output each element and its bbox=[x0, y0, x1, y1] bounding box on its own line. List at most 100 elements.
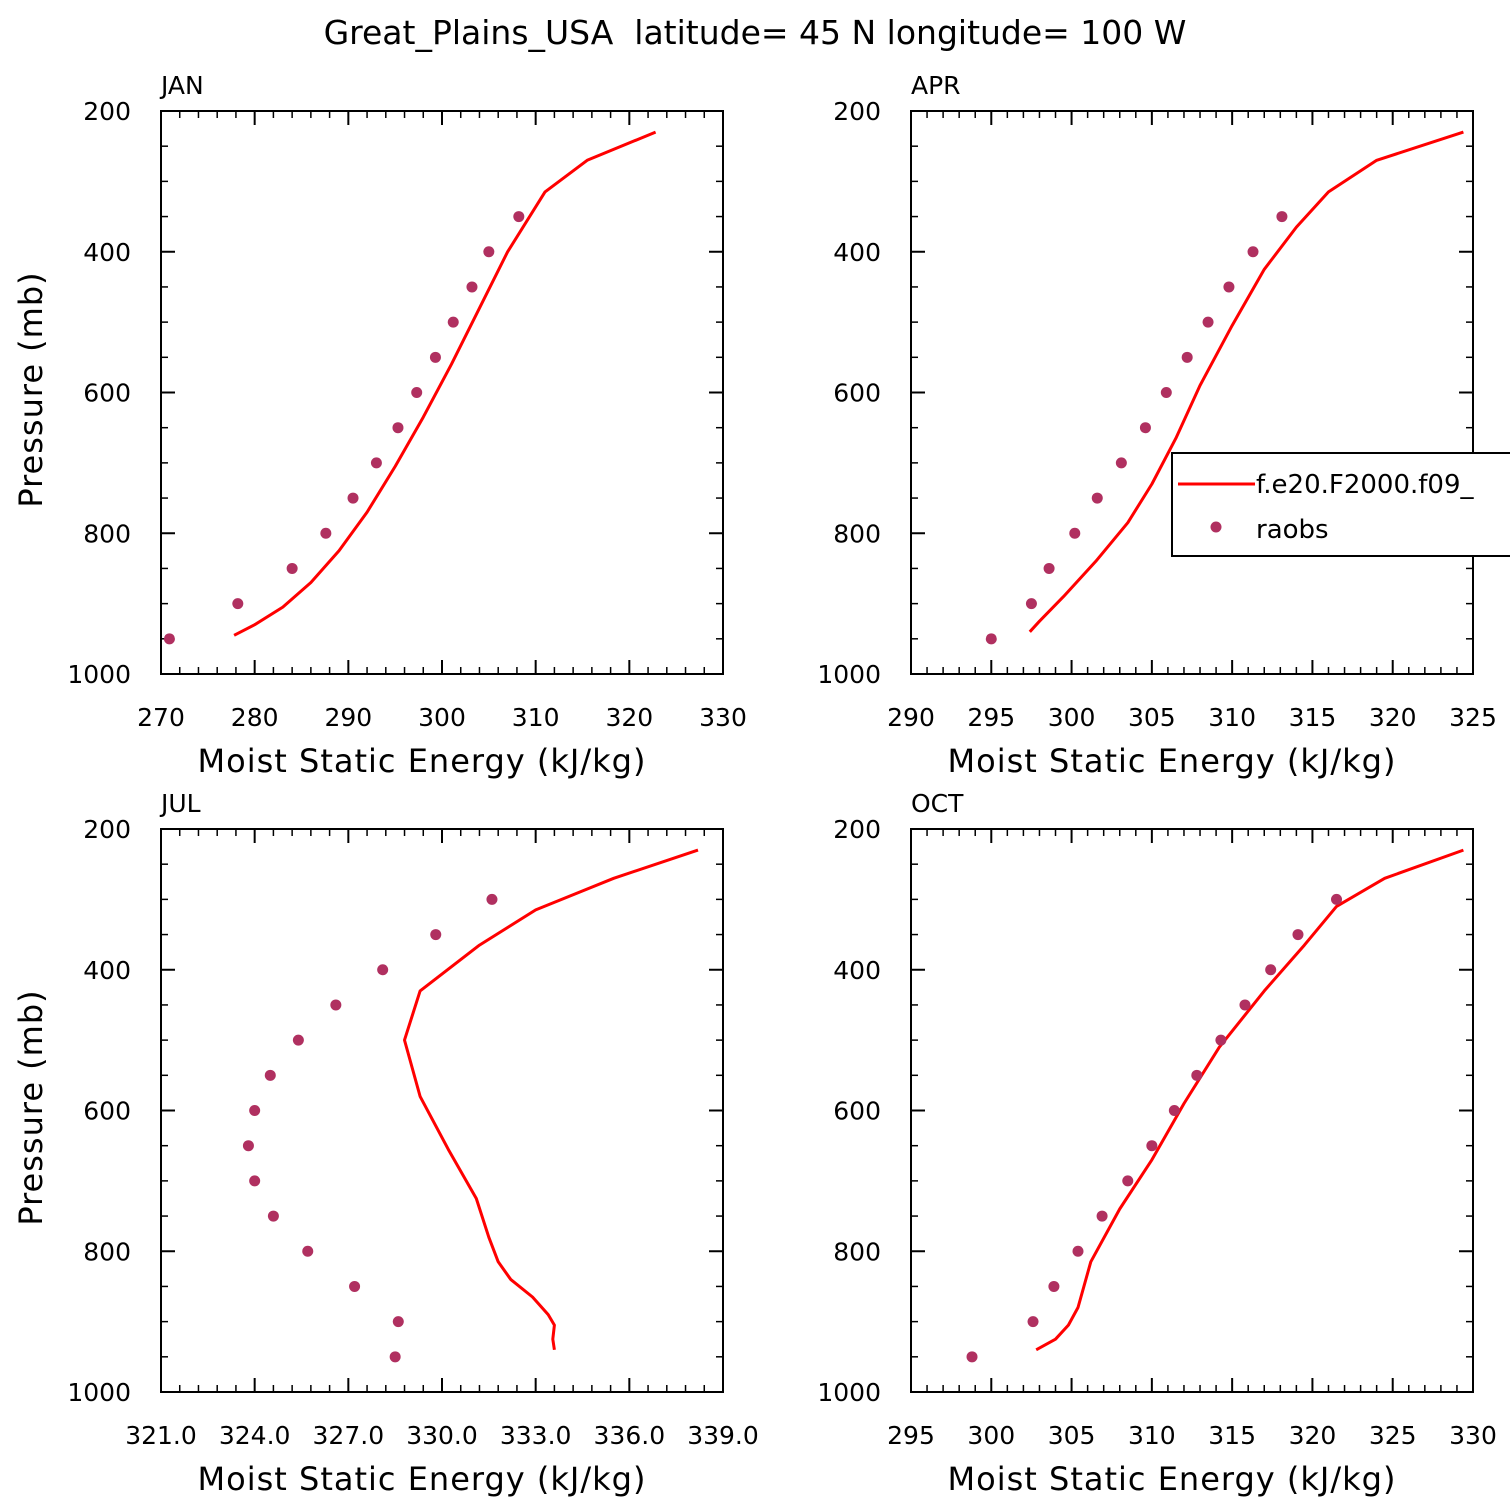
raobs-point bbox=[411, 387, 423, 398]
x-tick-label: 330 bbox=[699, 703, 747, 732]
raobs-point bbox=[430, 929, 442, 941]
legend-box bbox=[1171, 452, 1510, 557]
raobs-point bbox=[1215, 1034, 1227, 1046]
panel-label: JUL bbox=[159, 789, 201, 818]
x-tick-label: 305 bbox=[1048, 1421, 1096, 1450]
y-tick-label: 600 bbox=[83, 1097, 131, 1126]
raobs-point bbox=[347, 492, 359, 504]
raobs-point bbox=[302, 1245, 314, 1257]
raobs-point bbox=[1265, 964, 1277, 976]
y-tick-label: 1000 bbox=[67, 660, 131, 689]
panel-label: JAN bbox=[159, 71, 204, 100]
series-line-model bbox=[1035, 848, 1464, 1352]
x-tick-label: 300 bbox=[418, 703, 466, 732]
raobs-point bbox=[1202, 316, 1214, 328]
raobs-point bbox=[1181, 351, 1193, 363]
y-axis-label: Pressure (mb) bbox=[12, 989, 50, 1225]
series-line-model bbox=[233, 130, 657, 637]
panel-jul: 321.0 324.0 327.0 330.0 333.0 336.0 339.0 200 40… bbox=[12, 789, 759, 1498]
y-tick-label: 200 bbox=[833, 97, 881, 126]
x-tick-label: 315 bbox=[1289, 703, 1337, 732]
x-axis-label: Moist Static Energy (kJ/kg) bbox=[198, 742, 647, 780]
x-tick-label: 295 bbox=[967, 703, 1015, 732]
y-tick-label: 800 bbox=[83, 519, 131, 548]
y-tick-label: 800 bbox=[833, 519, 881, 548]
raobs-point bbox=[1168, 1105, 1180, 1116]
plot-frame bbox=[160, 110, 724, 675]
x-tick-label: 300 bbox=[967, 1421, 1015, 1450]
x-tick-label: 330.0 bbox=[406, 1421, 478, 1450]
raobs-point bbox=[483, 246, 495, 258]
panels: 270 280 290 300 310 320 330 200 400 600 800 1000 JAN… bbox=[12, 71, 1497, 1498]
y-tick-label: 800 bbox=[833, 1237, 881, 1266]
x-tick-label: 324.0 bbox=[219, 1421, 291, 1450]
raobs-point bbox=[249, 1175, 261, 1187]
x-tick-label: 321.0 bbox=[125, 1421, 197, 1450]
plot-frame bbox=[910, 828, 1474, 1393]
x-tick-label: 320 bbox=[1289, 1421, 1337, 1450]
raobs-point bbox=[264, 1069, 276, 1081]
raobs-point bbox=[1072, 1245, 1084, 1257]
x-tick-label: 310 bbox=[512, 703, 560, 732]
raobs-point bbox=[1025, 598, 1037, 610]
x-tick-label: 310 bbox=[1128, 1421, 1176, 1450]
y-tick-label: 600 bbox=[83, 379, 131, 408]
x-tick-label: 320 bbox=[605, 703, 653, 732]
x-tick-label: 339.0 bbox=[687, 1421, 759, 1450]
y-tick-label: 200 bbox=[83, 97, 131, 126]
raobs-point bbox=[1091, 492, 1103, 504]
raobs-point bbox=[1139, 422, 1151, 434]
raobs-point bbox=[267, 1210, 279, 1222]
raobs-point bbox=[1191, 1069, 1203, 1081]
series-line-model bbox=[1028, 130, 1464, 633]
raobs-point bbox=[320, 527, 332, 539]
x-axis-label: Moist Static Energy (kJ/kg) bbox=[948, 1460, 1397, 1498]
raobs-point bbox=[1069, 527, 1081, 539]
raobs-point bbox=[1115, 457, 1127, 469]
raobs-point bbox=[1096, 1210, 1108, 1222]
raobs-point bbox=[286, 562, 298, 574]
panel-jan: 270 280 290 300 310 320 330 200 400 600 800 1000 JAN… bbox=[12, 71, 747, 780]
x-tick-label: 280 bbox=[231, 703, 279, 732]
x-tick-label: 290 bbox=[324, 703, 372, 732]
x-tick-label: 305 bbox=[1128, 703, 1176, 732]
raobs-point bbox=[242, 1140, 254, 1152]
raobs-point bbox=[513, 211, 525, 223]
y-tick-label: 400 bbox=[83, 238, 131, 267]
raobs-point bbox=[1292, 929, 1304, 941]
x-tick-label: 325 bbox=[1449, 703, 1497, 732]
x-tick-label: 270 bbox=[137, 703, 185, 732]
raobs-point bbox=[377, 964, 389, 976]
x-tick-label: 333.0 bbox=[500, 1421, 572, 1450]
x-tick-label: 320 bbox=[1369, 703, 1417, 732]
raobs-point bbox=[292, 1034, 304, 1046]
y-tick-label: 400 bbox=[833, 956, 881, 985]
y-tick-label: 1000 bbox=[817, 1378, 881, 1407]
y-tick-label: 1000 bbox=[67, 1378, 131, 1407]
raobs-point bbox=[1122, 1175, 1134, 1187]
y-tick-label: 400 bbox=[833, 238, 881, 267]
raobs-point bbox=[392, 1316, 404, 1328]
raobs-point bbox=[1223, 281, 1235, 293]
x-tick-label: 336.0 bbox=[594, 1421, 666, 1450]
y-tick-label: 200 bbox=[833, 815, 881, 844]
x-tick-label: 325 bbox=[1369, 1421, 1417, 1450]
raobs-point bbox=[1276, 211, 1288, 223]
legend-label-raobs: raobs bbox=[1256, 515, 1329, 545]
raobs-point bbox=[466, 281, 478, 293]
y-tick-label: 400 bbox=[83, 956, 131, 985]
panel-label: OCT bbox=[911, 789, 964, 818]
y-tick-label: 200 bbox=[83, 815, 131, 844]
raobs-point bbox=[330, 999, 342, 1011]
raobs-point bbox=[249, 1105, 261, 1116]
y-axis-label: Pressure (mb) bbox=[12, 271, 50, 507]
legend-marker-swatch bbox=[1210, 521, 1222, 533]
raobs-point bbox=[1043, 562, 1055, 574]
plot-frame bbox=[910, 110, 1474, 675]
raobs-point bbox=[985, 633, 997, 645]
panel-label: APR bbox=[911, 71, 961, 100]
x-tick-label: 327.0 bbox=[313, 1421, 385, 1450]
raobs-point bbox=[1027, 1316, 1039, 1328]
x-axis-label: Moist Static Energy (kJ/kg) bbox=[198, 1460, 647, 1498]
panel-apr: 290 295 300 305 310 315 320 325 200 400 600 800 1000… bbox=[817, 71, 1496, 780]
